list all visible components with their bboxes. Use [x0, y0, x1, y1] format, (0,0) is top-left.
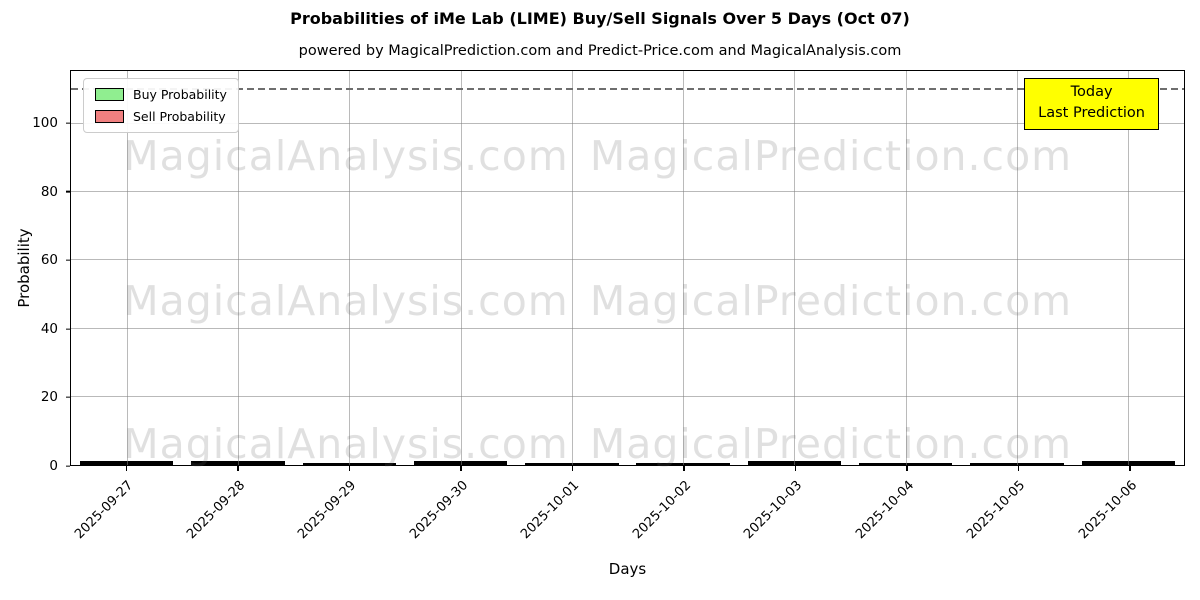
x-tick-label: 2025-09-27 [72, 478, 137, 543]
horizontal-gridlines [71, 71, 1184, 465]
x-tick-label: 2025-10-03 [741, 478, 806, 543]
y-axis-ticks: 0 20 40 60 80 100 [0, 70, 70, 474]
y-tickmark [65, 328, 70, 330]
y-tickmark [65, 122, 70, 124]
x-tickmark [348, 466, 351, 471]
gridline-x [1017, 71, 1019, 465]
gridline-x [1128, 71, 1130, 465]
bar-slot-2025-09-29 [294, 71, 405, 465]
gridline-x [794, 71, 796, 465]
plot-area: MagicalAnalysis.com MagicalAnalysis.com Ma… [70, 70, 1185, 468]
x-tick-slot [516, 466, 628, 472]
legend-buy-swatch [95, 88, 124, 101]
y-tickmark [65, 191, 70, 193]
y-tick-label: 60 [40, 252, 58, 269]
annotation-line2: Last Prediction [1038, 105, 1145, 122]
y-tick-label: 0 [49, 458, 58, 474]
x-tick-slot [293, 466, 405, 472]
x-tick-slot [628, 466, 740, 472]
bar-slot-2025-10-03 [739, 71, 850, 465]
x-tickmark [125, 466, 128, 471]
x-label-slot: 2025-09-29 [293, 475, 405, 570]
today-annotation: Today Last Prediction [1024, 78, 1159, 131]
gridline-y-100 [71, 122, 1184, 124]
legend-sell-swatch [95, 110, 124, 123]
x-tick-label: 2025-10-02 [629, 478, 694, 543]
bar-slot-2025-10-02 [627, 71, 738, 465]
x-tickmark [1129, 466, 1131, 471]
x-tick-label: 2025-10-06 [1075, 478, 1140, 543]
x-tickmark [571, 466, 574, 471]
y-tickmark [65, 396, 70, 399]
legend-buy-label: Buy Probability [133, 87, 227, 102]
bar-slot-2025-10-05 [961, 71, 1072, 465]
x-tick-slot [739, 466, 851, 472]
x-tickmark [1017, 466, 1020, 471]
x-tick-label: 2025-10-05 [964, 478, 1029, 543]
legend: Buy Probability Sell Probability [83, 78, 239, 133]
x-tick-label: 2025-10-01 [518, 478, 583, 543]
x-tickmark [794, 466, 797, 471]
gridline-y-80 [71, 191, 1184, 193]
bar-slot-2025-10-04 [850, 71, 961, 465]
x-label-slot: 2025-10-03 [739, 475, 851, 570]
x-label-slot: 2025-09-27 [70, 475, 182, 570]
legend-row-buy: Buy Probability [95, 87, 227, 102]
gridline-x [460, 71, 462, 465]
gridline-y-40 [71, 327, 1184, 329]
bar-slot-2025-09-28 [182, 71, 293, 465]
x-tick-slot [182, 466, 294, 472]
x-label-slot: 2025-10-06 [1074, 475, 1186, 570]
x-tick-label: 2025-09-29 [295, 478, 360, 543]
bar-slot-2025-10-01 [516, 71, 627, 465]
gridline-x [349, 71, 351, 465]
chart-subtitle: powered by MagicalPrediction.com and Pre… [298, 43, 902, 59]
legend-row-sell: Sell Probability [95, 109, 227, 124]
gridline-x [683, 71, 685, 465]
bar-slot-2025-10-06 [1073, 71, 1184, 465]
x-tickmark [460, 466, 462, 471]
x-label-slot: 2025-10-01 [516, 475, 628, 570]
x-tick-slot [1074, 466, 1186, 472]
gridline-y-20 [71, 395, 1184, 397]
gridline-x [571, 71, 573, 465]
gridline-x [237, 71, 239, 465]
annotation-line1: Today [1070, 84, 1113, 100]
x-tick-label: 2025-09-28 [183, 478, 248, 543]
bar-slot-2025-09-27 [71, 71, 182, 465]
x-axis-title: Days [608, 560, 647, 578]
legend-sell-label: Sell Probability [133, 109, 226, 124]
x-label-slot: 2025-09-30 [405, 475, 517, 570]
y-tickmark [65, 465, 70, 467]
y-tick-label: 100 [32, 115, 58, 132]
bar-slot-2025-09-30 [405, 71, 516, 465]
x-tick-slot [70, 466, 182, 472]
bars-layer [71, 71, 1184, 465]
y-tick-label: 40 [40, 320, 58, 337]
y-tick-label: 20 [40, 389, 58, 406]
chart-title: Probabilities of iMe Lab (LIME) Buy/Sell… [290, 9, 910, 28]
x-label-slot: 2025-10-02 [628, 475, 740, 570]
x-label-slot: 2025-09-28 [182, 475, 294, 570]
y-tick-label: 80 [40, 183, 58, 200]
x-axis-labels: 2025-09-27 2025-09-28 2025-09-29 2025-09-30… [70, 475, 1185, 570]
x-tickmark [683, 466, 685, 471]
gridline-x [126, 71, 128, 465]
x-tick-label: 2025-10-04 [852, 478, 917, 543]
x-tickmark [906, 466, 908, 471]
x-label-slot: 2025-10-05 [962, 475, 1074, 570]
gridline-y-60 [71, 259, 1184, 261]
x-tickmark [237, 466, 239, 471]
threshold-dashed-line [71, 88, 1184, 90]
x-tick-slot [962, 466, 1074, 472]
gridline-x [905, 71, 907, 465]
x-axis-tickmarks [70, 466, 1185, 472]
x-tick-slot [851, 466, 963, 472]
x-tick-slot [405, 466, 517, 472]
y-tickmark [65, 259, 70, 261]
x-label-slot: 2025-10-04 [851, 475, 963, 570]
x-tick-label: 2025-09-30 [406, 478, 471, 543]
